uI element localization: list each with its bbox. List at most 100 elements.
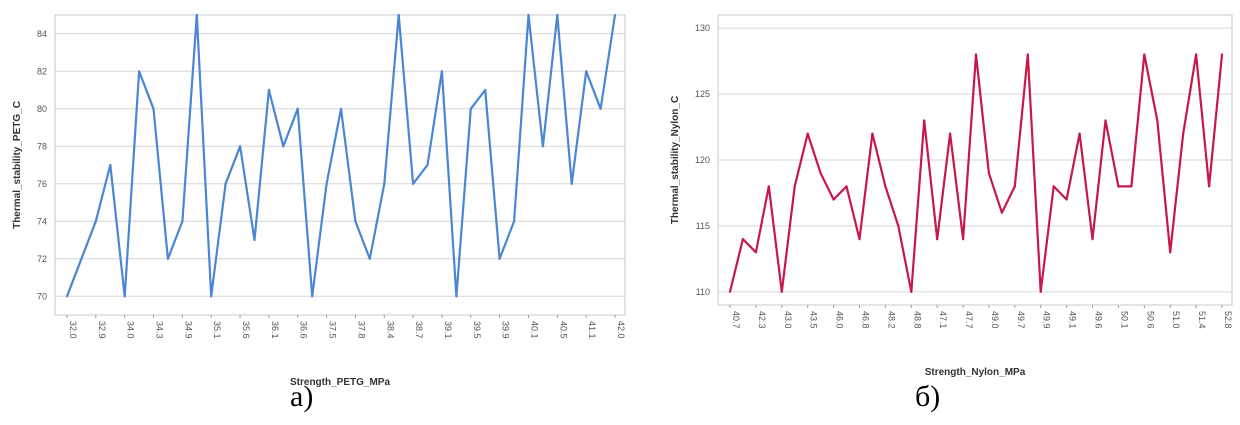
petg-y-tick-label: 84 [37,29,47,39]
petg-data-point [426,163,429,167]
petg-data-point [613,13,617,17]
petg-data-point [440,70,443,73]
nylon-x-tick-label: 47.7 [964,311,974,329]
nylon-x-axis-title: Strength_Nylon_MPa [925,367,1026,378]
petg-data-point [210,295,213,298]
petg-x-tick-label: 42.0 [616,321,626,339]
nylon-data-point [949,132,952,135]
nylon-x-tick-label: 47.1 [938,311,948,329]
petg-data-point [224,182,227,185]
petg-data-point [296,107,299,110]
petg-data-point [368,257,371,260]
petg-data-point [325,182,328,185]
nylon-data-point [884,185,887,188]
nylon-data-point [1156,119,1159,122]
petg-data-point [195,13,198,17]
nylon-data-point [923,119,926,122]
petg-x-tick-label: 35.6 [241,321,251,339]
nylon-data-point [845,185,848,188]
nylon-x-tick-label: 50.6 [1145,311,1155,329]
petg-data-point [455,295,458,298]
petg-data-point [253,238,256,242]
nylon-data-point [741,238,745,241]
nylon-data-point [1026,53,1029,56]
chart-petg: 70 72 74 76 78 80 82 84 32.0 32.9 34.0 34.3 34.9 35.1… [12,13,626,388]
nylon-data-point [1065,198,1068,201]
nylon-y-tick-label: 110 [696,287,710,297]
nylon-data-point [897,224,900,227]
nylon-x-tick-label: 48.8 [912,311,922,329]
nylon-data-point [1169,251,1172,254]
nylon-y-axis-title: Thermal_stability_Nylon_C [670,96,681,224]
nylon-x-tick-label: 52.8 [1223,311,1233,329]
petg-x-tick-label: 34.3 [155,321,165,339]
petg-data-point [123,295,126,298]
petg-x-tick-label: 39.1 [443,321,453,339]
petg-data-point [166,257,169,260]
petg-data-point [570,182,573,185]
nylon-data-point [858,238,861,241]
nylon-data-point [871,132,874,135]
petg-data-point [513,220,516,223]
petg-data-point [80,257,83,260]
petg-y-tick-label: 72 [37,254,47,264]
petg-data-point [181,220,184,223]
petg-data-point [397,13,400,17]
nylon-data-point [1117,185,1120,188]
nylon-data-point [728,290,732,293]
nylon-data-point [1220,53,1224,56]
petg-data-point [412,182,415,185]
nylon-data-point [1130,185,1133,188]
petg-x-axis-title: Strength_PETG_MPa [290,377,390,388]
petg-data-point [541,145,545,148]
petg-x-tick-label: 39.9 [501,321,511,339]
petg-data-point [239,145,242,148]
petg-x-tick-label: 39.5 [472,321,482,339]
petg-y-axis-title: Thermal_stability_PETG_C [12,101,23,229]
petg-y-tick-label: 80 [37,104,47,114]
petg-data-point [282,145,285,148]
petg-data-point [339,107,343,110]
nylon-data-point [1013,185,1016,188]
petg-x-tick-label: 38.4 [385,321,395,339]
petg-x-tick-label: 40.5 [558,321,568,339]
petg-x-tick-label: 37.8 [356,321,366,339]
petg-data-point [484,88,487,92]
nylon-x-tick-label: 46.0 [835,311,845,329]
petg-x-tick-label: 34.9 [183,321,193,339]
petg-data-point [527,13,530,17]
nylon-data-point [1182,132,1185,135]
petg-data-point [109,163,112,167]
petg-data-point [556,13,559,17]
petg-data-point [354,220,357,223]
nylon-data-point [767,185,770,188]
nylon-x-tick-label: 43.5 [809,311,819,329]
petg-plot-frame [54,14,626,316]
petg-y-tick-label: 70 [37,291,47,301]
petg-x-tick-label: 36.6 [299,321,309,339]
nylon-x-tick-label: 51.4 [1197,311,1207,329]
nylon-x-tick-label: 49.9 [1042,311,1052,329]
petg-data-point [383,182,386,185]
petg-data-point [498,257,501,260]
nylon-y-tick-label: 115 [696,221,710,231]
nylon-data-point [974,53,978,56]
nylon-x-tick-label: 46.8 [860,311,870,329]
petg-x-tick-label: 40.1 [529,321,539,339]
nylon-data-point [1104,119,1107,122]
petg-data-point [94,220,97,223]
nylon-data-point [962,238,965,241]
nylon-data-point [1000,211,1004,214]
petg-x-tick-label: 38.7 [414,321,424,339]
nylon-x-tick-label: 43.0 [783,311,793,329]
petg-data-point [152,107,155,110]
petg-data-point [585,70,588,73]
petg-x-tick-label: 41.1 [587,321,597,339]
petg-data-point [599,107,602,110]
nylon-data-point [1039,290,1042,293]
nylon-x-tick-label: 50.1 [1119,311,1129,329]
chart-nylon: 110 115 120 125 130 40.7 42.3 43.0 43.5 46.0 46.8 4… [670,14,1233,378]
petg-x-tick-label: 34.0 [126,321,136,339]
petg-x-tick-label: 32.0 [68,321,78,339]
nylon-x-tick-label: 49.1 [1068,311,1078,329]
